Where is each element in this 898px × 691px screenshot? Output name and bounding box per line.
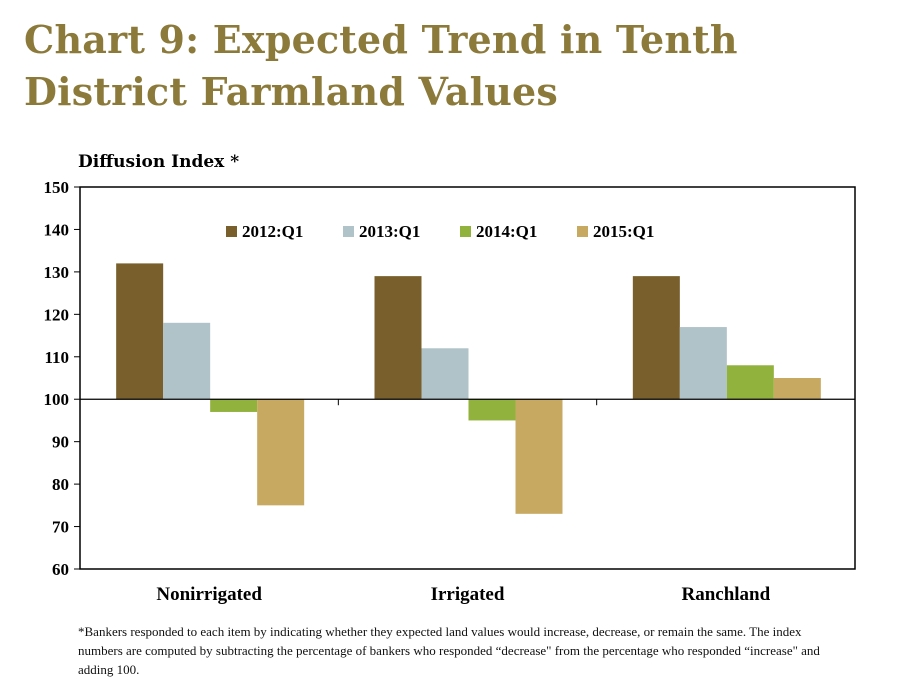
legend-label: 2013:Q1	[359, 222, 420, 241]
y-tick-label: 90	[52, 433, 69, 452]
bar-2013-Q1-nonirrigated	[163, 322, 211, 400]
bar-2013-Q1-irrigated	[421, 348, 469, 400]
bar-2014-Q1-ranchland	[726, 365, 774, 400]
x-category-label: Nonirrigated	[156, 584, 262, 605]
bar-2013-Q1-ranchland	[679, 327, 727, 400]
y-tick-label: 140	[44, 220, 70, 239]
y-tick-label: 60	[52, 560, 69, 579]
bar-2015-Q1-irrigated	[515, 399, 563, 514]
legend-swatch	[226, 226, 237, 237]
bar-2015-Q1-ranchland	[773, 378, 821, 400]
bar-2015-Q1-nonirrigated	[257, 399, 305, 506]
chart-title: Chart 9: Expected Trend in Tenth Distric…	[24, 17, 738, 114]
legend-swatch	[343, 226, 354, 237]
x-category-label: Ranchland	[681, 584, 770, 605]
footnote: *Bankers responded to each item by indic…	[78, 624, 820, 677]
legend-label: 2015:Q1	[593, 222, 654, 241]
y-tick-label: 80	[52, 475, 69, 494]
y-tick-label: 100	[44, 390, 70, 409]
bar-2012-Q1-irrigated	[374, 276, 422, 400]
bar-2014-Q1-nonirrigated	[210, 399, 258, 412]
bars-group	[116, 263, 821, 514]
y-tick-label: 70	[52, 518, 69, 537]
bar-2012-Q1-ranchland	[632, 276, 680, 400]
legend: 2012:Q1 2013:Q1 2014:Q1 2015:Q1	[226, 222, 654, 241]
y-tick-label: 130	[44, 263, 70, 282]
legend-swatch	[460, 226, 471, 237]
y-axis-label: Diffusion Index *	[78, 152, 240, 172]
y-axis-ticks: 60 70 80 90 100 110 120 130 140 150	[44, 178, 80, 579]
y-tick-label: 120	[44, 305, 70, 324]
bar-2012-Q1-nonirrigated	[116, 263, 164, 400]
x-category-label: Irrigated	[431, 584, 505, 605]
x-axis-categories: Nonirrigated Irrigated Ranchland	[156, 584, 770, 605]
y-tick-label: 110	[44, 348, 69, 367]
plot-frame	[79, 186, 856, 570]
bar-2014-Q1-irrigated	[468, 399, 516, 421]
legend-label: 2012:Q1	[242, 222, 303, 241]
y-tick-label: 150	[44, 178, 70, 197]
legend-swatch	[577, 226, 588, 237]
legend-label: 2014:Q1	[476, 222, 537, 241]
